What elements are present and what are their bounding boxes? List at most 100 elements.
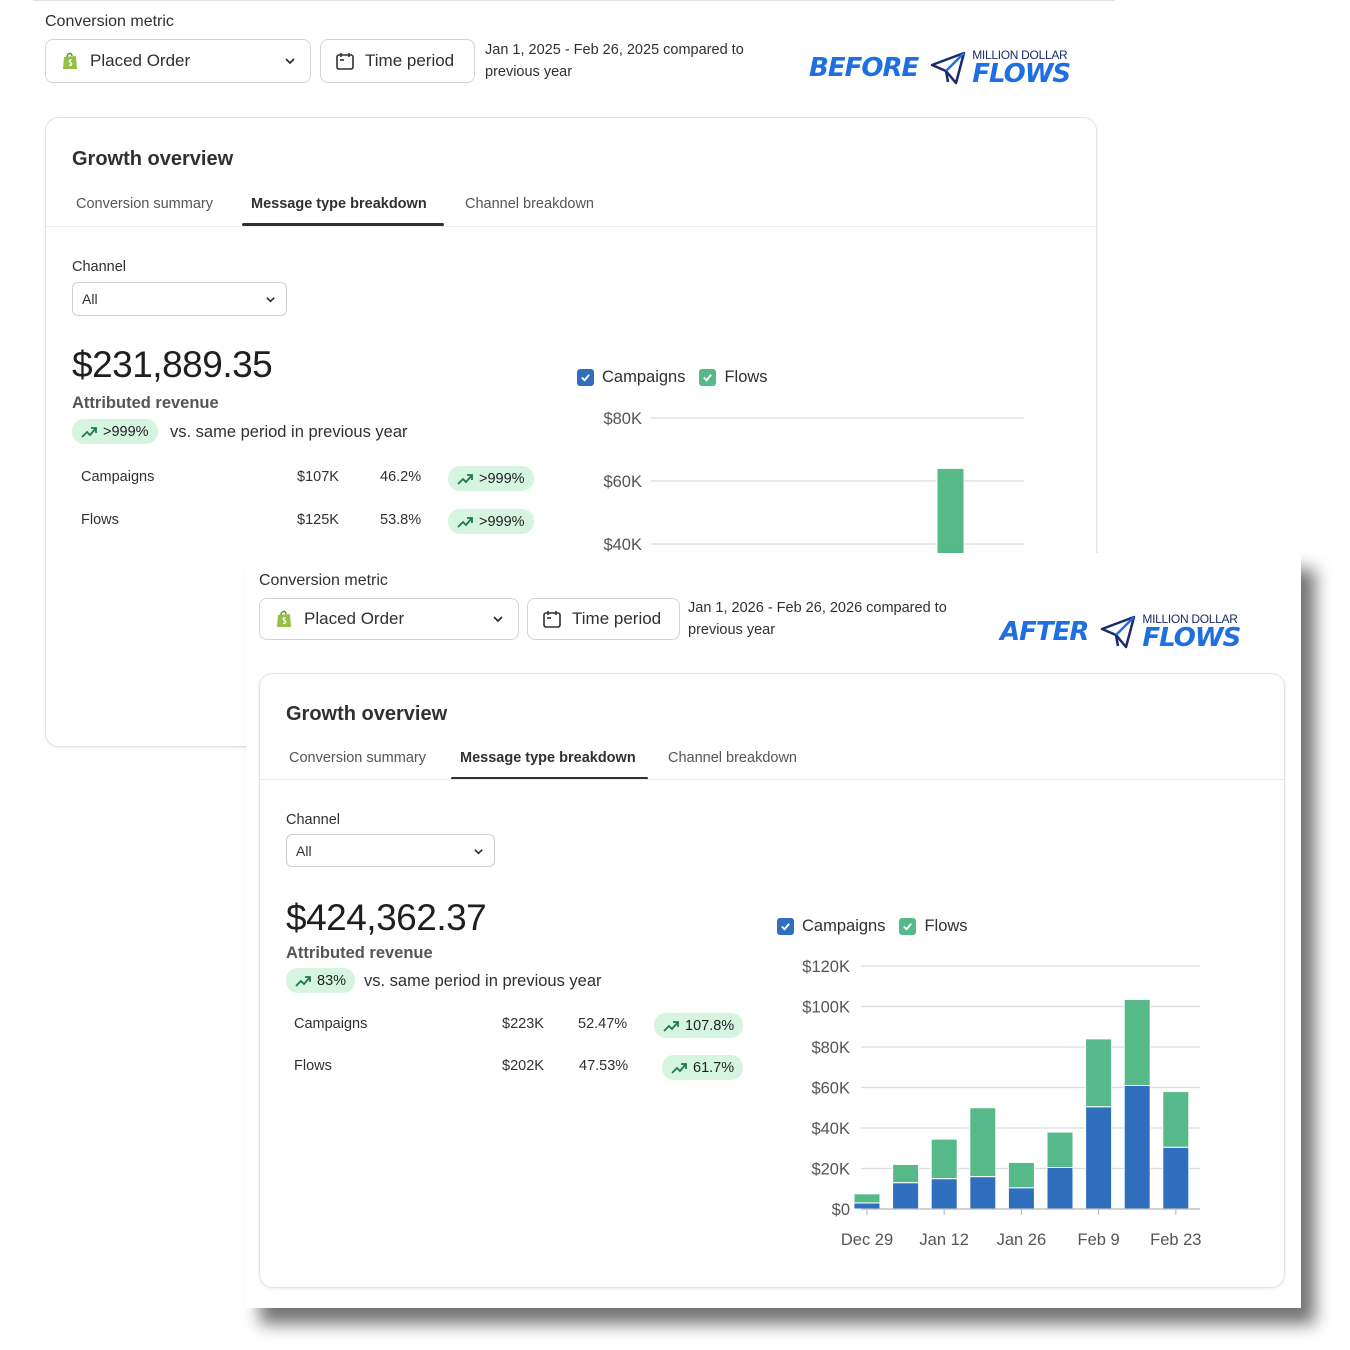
bar-campaigns <box>853 1202 881 1210</box>
tab-message-type-breakdown[interactable]: Message type breakdown <box>251 196 427 212</box>
x-tick-label: Jan 12 <box>919 1231 969 1249</box>
total-revenue: $231,889.35 <box>72 344 273 385</box>
row-growth-badge: 107.8% <box>654 1013 744 1038</box>
conversion-metric-label: Conversion metric <box>45 13 174 30</box>
date-range-line1: Jan 1, 2025 - Feb 26, 2025 compared to <box>485 42 744 58</box>
x-tick-label: Feb 23 <box>1150 1231 1201 1249</box>
chart-legend: Campaigns Flows <box>777 917 982 936</box>
paper-plane-icon <box>930 51 966 85</box>
total-revenue: $424,362.37 <box>286 897 487 938</box>
y-tick-label: $80K <box>811 1039 850 1057</box>
channel-select-value: All <box>296 842 312 859</box>
row-name: Campaigns <box>294 1016 368 1032</box>
chevron-down-icon <box>266 297 275 303</box>
growth-overview-card: Growth overview Conversion summary Messa… <box>259 673 1285 1288</box>
row-growth-badge: >999% <box>448 466 534 491</box>
bar-campaigns <box>930 1178 958 1210</box>
bar-flows <box>1007 1161 1035 1189</box>
metric-select-value: Placed Order <box>304 609 405 628</box>
tab-divider <box>46 226 1096 227</box>
after-panel: Conversion metric Placed Order Time peri… <box>246 553 1301 1308</box>
tab-divider <box>260 779 1284 780</box>
growth-badge: 83% <box>286 968 356 993</box>
legend-campaigns-label: Campaigns <box>802 917 886 935</box>
y-tick-label: $0 <box>832 1201 850 1219</box>
row-share: 46.2% <box>380 469 422 485</box>
bar-campaigns <box>1085 1106 1113 1210</box>
legend-flows-label: Flows <box>724 368 768 386</box>
checkbox-checked-icon[interactable] <box>777 918 794 935</box>
time-period-button[interactable]: Time period <box>527 598 680 640</box>
comparison-text: vs. same period in previous year <box>170 423 408 441</box>
bar-flows <box>1123 998 1151 1086</box>
row-name: Campaigns <box>81 469 155 485</box>
row-growth-value: 61.7% <box>693 1059 735 1076</box>
x-tick-label: Dec 29 <box>841 1231 893 1249</box>
revenue-chart: $80K $60K $40K <box>603 410 1024 556</box>
y-tick-label: $80K <box>603 410 642 428</box>
bar-flows <box>1085 1038 1113 1108</box>
trend-up-icon <box>81 426 97 438</box>
channel-label: Channel <box>72 259 127 275</box>
bar-flows <box>936 467 965 556</box>
attributed-revenue-label: Attributed revenue <box>286 944 433 962</box>
bar-campaigns <box>892 1182 920 1210</box>
brand-small-text: MILLION DOLLAR <box>1142 612 1238 626</box>
trend-up-icon <box>295 975 311 987</box>
row-growth-value: 107.8% <box>685 1017 735 1034</box>
channel-select[interactable]: All <box>286 834 495 867</box>
bar-flows <box>853 1193 881 1204</box>
row-share: 52.47% <box>578 1016 628 1032</box>
bar-flows <box>930 1138 958 1180</box>
channel-select-value: All <box>82 291 98 307</box>
brand-big-text: FLOWS <box>972 59 1071 89</box>
metric-select[interactable]: Placed Order <box>259 598 519 640</box>
y-tick-label: $120K <box>802 958 850 976</box>
legend-flows[interactable]: Flows <box>899 917 968 936</box>
metric-select[interactable]: Placed Order <box>45 39 311 83</box>
y-tick-label: $60K <box>603 473 642 491</box>
date-range-line2: previous year <box>688 622 776 638</box>
tab-channel-breakdown[interactable]: Channel breakdown <box>465 196 594 212</box>
tab-conversion-summary[interactable]: Conversion summary <box>76 196 213 212</box>
tab-message-type-breakdown[interactable]: Message type breakdown <box>460 750 636 766</box>
growth-badge-value: >999% <box>103 423 149 440</box>
card-title: Growth overview <box>286 703 448 725</box>
checkbox-checked-icon[interactable] <box>699 369 717 386</box>
y-tick-label: $100K <box>802 999 850 1017</box>
time-period-button[interactable]: Time period <box>320 39 475 83</box>
channel-select[interactable]: All <box>72 282 287 316</box>
conversion-metric-label: Conversion metric <box>259 572 388 589</box>
shopify-bag-icon <box>277 610 291 627</box>
legend-flows[interactable]: Flows <box>699 368 768 387</box>
comparison-text: vs. same period in previous year <box>364 972 602 990</box>
time-period-label: Time period <box>365 51 455 70</box>
bar-campaigns <box>1007 1187 1035 1210</box>
channel-label: Channel <box>286 812 341 828</box>
trend-up-icon <box>457 516 473 528</box>
checkbox-checked-icon[interactable] <box>577 369 594 386</box>
trend-up-icon <box>663 1020 679 1032</box>
legend-campaigns[interactable]: Campaigns <box>577 368 685 387</box>
bar-flows <box>1046 1131 1074 1168</box>
tab-channel-breakdown[interactable]: Channel breakdown <box>668 750 797 766</box>
brand-small-text: MILLION DOLLAR <box>972 48 1068 62</box>
checkbox-checked-icon[interactable] <box>899 918 917 935</box>
time-period-label: Time period <box>572 609 662 628</box>
tab-conversion-summary[interactable]: Conversion summary <box>289 750 426 766</box>
row-value: $223K <box>502 1016 544 1032</box>
row-name: Flows <box>81 512 119 528</box>
row-value: $107K <box>297 469 339 485</box>
x-tick-label: Jan 26 <box>997 1231 1047 1249</box>
card-title: Growth overview <box>72 148 234 170</box>
date-range-text: Jan 1, 2025 - Feb 26, 2025 compared to p… <box>485 39 744 83</box>
legend-campaigns-label: Campaigns <box>602 368 686 386</box>
legend-campaigns[interactable]: Campaigns <box>777 917 885 936</box>
active-tab-indicator <box>242 223 444 226</box>
shopify-bag-icon <box>63 52 77 69</box>
trend-up-icon <box>457 473 473 485</box>
brand-big-text: FLOWS <box>1142 623 1241 653</box>
date-range-line2: previous year <box>485 64 573 80</box>
calendar-icon <box>336 53 354 70</box>
y-tick-label: $40K <box>603 536 642 554</box>
